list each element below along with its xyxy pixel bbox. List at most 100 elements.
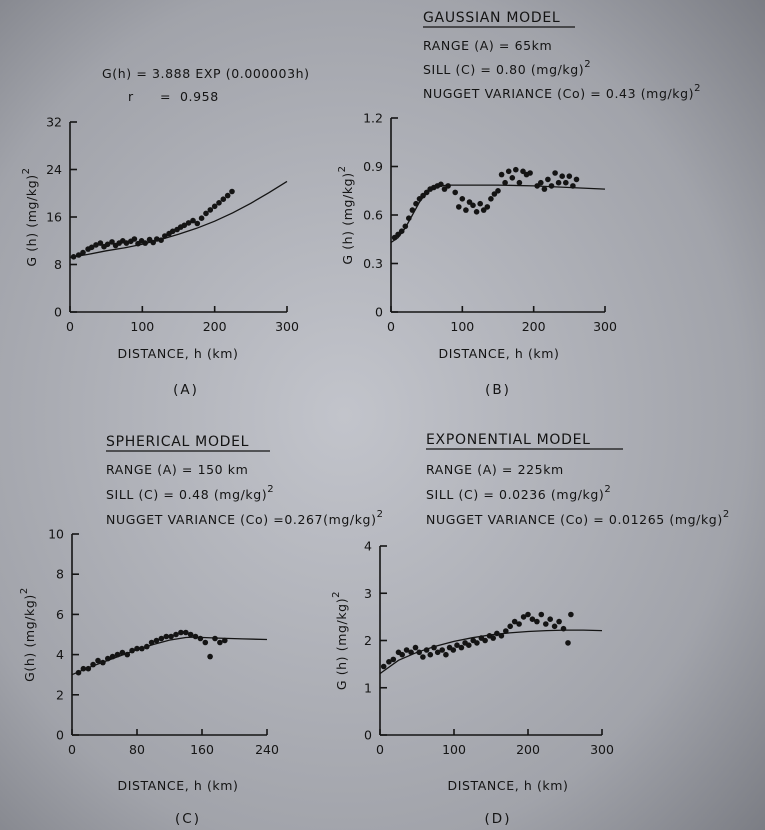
panel-b-data-point (573, 176, 580, 183)
panel-d-param-nugget: NUGGET VARIANCE (Co) = 0.01265 (mg/kg)2 (426, 509, 730, 527)
panel-d-data-point (507, 623, 513, 630)
panel-d-data-point (511, 618, 518, 625)
panel-b-data-point (495, 188, 501, 194)
panel-b-data-point (516, 179, 523, 186)
panel-c-y-tick-label: 10 (48, 527, 64, 542)
panel-c-data-point (158, 635, 165, 642)
panel-b-data-point (505, 168, 512, 175)
panel-c-data-point (173, 631, 179, 638)
panel-a-data-point (131, 236, 138, 242)
panel-a-y-tick-label: 32 (46, 115, 62, 130)
panel-d-x-tick-label: 300 (590, 742, 614, 757)
panel-a-y-tick-label: 24 (46, 162, 62, 177)
panel-d-model-curve (379, 629, 603, 675)
panel-c-title: SPHERICAL MODEL (106, 434, 249, 450)
panel-a-header: G(h) = 3.888 EXP (0.000003h) r = 0.958 (102, 66, 309, 104)
panel-c-data-point (197, 635, 204, 642)
panel-b-data-point (509, 175, 516, 181)
panel-c-data-point (187, 631, 194, 638)
panel-b-data-point (502, 179, 508, 186)
panel-a-data-point (216, 200, 222, 206)
panel-a-data-point (198, 215, 205, 221)
panel-d-data-point (529, 616, 536, 622)
panel-a-data-point (93, 242, 99, 248)
panel-d-data-point (466, 642, 472, 648)
panel-a-data-point (181, 222, 188, 229)
panel-d-y-tick-label: 2 (364, 633, 372, 648)
panel-d-data-point (556, 618, 562, 625)
panel-d-header: EXPONENTIAL MODEL RANGE (A) = 225km SILL… (426, 432, 730, 527)
panel-a-y-tick-label: 8 (54, 257, 62, 272)
panel-a-y-tick-label: 0 (54, 305, 62, 320)
panel-c-model-curve (71, 636, 268, 676)
panel-a-model-curve (69, 180, 288, 259)
panel-d-data-point (568, 611, 574, 618)
panel-c-y-tick-label: 8 (56, 567, 64, 582)
panel-d-data-point (503, 628, 509, 634)
panel-c-data-point (95, 657, 101, 664)
panel-b-data-point (463, 207, 469, 213)
panel-a-data-point (203, 210, 209, 217)
panel-b-data-point (555, 179, 562, 186)
panel-d-y-tick-label: 4 (364, 539, 372, 554)
panel-b-y-tick-label: 0.9 (363, 159, 383, 174)
panel-b-param-range: RANGE (A) = 65km (423, 38, 552, 53)
panel-b-data-point (545, 176, 551, 183)
panel-a-data-point (211, 203, 218, 210)
panel-b-data-point (484, 204, 491, 210)
panel-a-data-point (97, 240, 104, 246)
panel-b-data-point (473, 209, 480, 215)
panel-b-header: GAUSSIAN MODEL RANGE (A) = 65km SILL (C)… (423, 10, 701, 101)
panel-a-data-point (207, 207, 214, 213)
panel-d-x-axis-label: DISTANCE, h (km) (447, 778, 568, 793)
panel-c-data-point (178, 629, 184, 636)
panel-a-data-point (123, 240, 130, 246)
panel-d-data-point (427, 651, 434, 658)
panel-d-data-point (403, 647, 410, 653)
panel-c-plot: 0 2 4 6 8 10 0 80 160 240 DISTANCE, h (km) G(h) (mg… (19, 527, 279, 828)
panel-c-data-point (163, 633, 170, 640)
panel-d-data-point (543, 621, 549, 627)
panel-b-data-point (538, 179, 544, 186)
panel-d-title: EXPONENTIAL MODEL (426, 432, 591, 448)
panel-b-model-curve (390, 184, 606, 244)
panel-d-data-point (525, 611, 531, 618)
panel-d-data-point (490, 635, 497, 641)
panel-d-data-point (399, 651, 406, 658)
panel-d-y-axis-label: G (h) (mg/kg)2 (331, 591, 349, 690)
panel-a-x-tick-label: 300 (275, 319, 299, 334)
panel-a-data-point (185, 220, 192, 226)
panel-c-y-tick-label: 6 (56, 607, 64, 622)
panel-d-data-point (474, 640, 480, 646)
panel-b-x-tick-label: 300 (593, 319, 617, 334)
panel-a-data-point (169, 228, 176, 235)
panel-d-data-point (439, 647, 446, 653)
panel-d-data-point (434, 649, 441, 656)
panel-b-y-tick-label: 0.6 (363, 208, 383, 223)
panel-b-data-point (488, 196, 494, 202)
panel-b-x-axis-label: DISTANCE, h (km) (438, 346, 559, 361)
panel-b-data-point (566, 173, 573, 179)
panel-c-x-tick-label: 160 (190, 742, 214, 757)
panel-d-data-point (420, 654, 426, 660)
panel-c-data-point (207, 653, 213, 660)
panel-d-data-point (458, 644, 465, 651)
panel-a-data-point (104, 241, 111, 248)
panel-c-data-point (153, 637, 160, 644)
panel-a-x-tick-label: 200 (203, 319, 227, 334)
panel-d-y-tick-label: 0 (364, 728, 372, 743)
panel-d-y-tick-label: 3 (364, 586, 372, 601)
panel-d-data-point (516, 621, 522, 627)
panel-b-y-axis-label: G (h) (mg/kg)2 (337, 165, 355, 264)
panel-b-param-sill: SILL (C) = 0.80 (mg/kg)2 (423, 59, 591, 77)
panel-c-x-axis-label: DISTANCE, h (km) (117, 778, 238, 793)
panel-d-x-tick-label: 100 (442, 742, 466, 757)
panel-d-data-point (412, 644, 419, 651)
panel-c-data-point (183, 629, 189, 636)
panel-d-data-point (454, 642, 460, 648)
panel-a-data-point (194, 220, 201, 227)
panel-c-y-axis-label: G(h) (mg/kg)2 (19, 587, 37, 682)
panel-c-x-tick-label: 80 (129, 742, 145, 757)
panel-b-data-point (456, 204, 462, 210)
